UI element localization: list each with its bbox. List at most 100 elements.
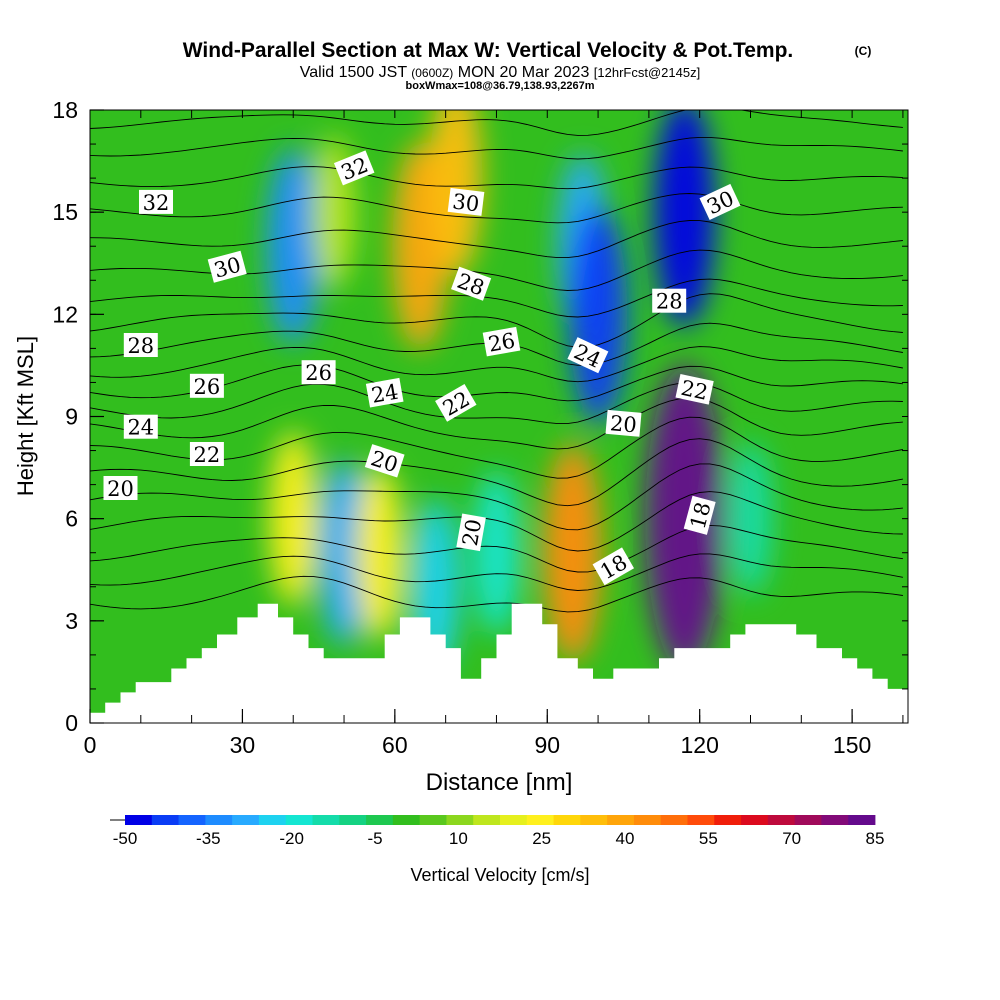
contour-label-text: 24 bbox=[127, 416, 154, 440]
contour-label-box bbox=[482, 326, 521, 357]
contour-label-text: 30 bbox=[451, 189, 480, 216]
forecast-info: [12hrFcst@2145z] bbox=[594, 65, 700, 80]
contour-label-text: 20 bbox=[609, 411, 638, 437]
contour-label-text: 26 bbox=[486, 328, 516, 356]
colorbar-swatch bbox=[446, 815, 474, 825]
contour-label: 26 bbox=[482, 326, 521, 357]
y-tick-label: 12 bbox=[52, 301, 78, 327]
contour-label-text: 32 bbox=[143, 191, 170, 215]
colorbar-swatch bbox=[312, 815, 340, 825]
contour-label-box bbox=[207, 250, 247, 283]
colorbar-swatch bbox=[741, 815, 769, 825]
x-tick-label: 120 bbox=[681, 732, 719, 758]
theta-contour-line bbox=[90, 364, 903, 402]
colorbar-swatch bbox=[821, 815, 849, 825]
theta-contour-line bbox=[90, 293, 903, 348]
colorbar-tick-label: 55 bbox=[699, 829, 718, 848]
contour-label: 24 bbox=[365, 377, 404, 408]
theta-contour-line bbox=[90, 220, 903, 259]
contour-label-box bbox=[456, 513, 486, 552]
theta-contour-line bbox=[90, 524, 903, 573]
contour-label: 20 bbox=[364, 444, 405, 478]
terrain-mask bbox=[90, 603, 908, 723]
colorbar-tick-label: 10 bbox=[449, 829, 468, 848]
colorbar-swatch bbox=[500, 815, 528, 825]
contour-label-box bbox=[447, 187, 485, 216]
x-tick-label: 30 bbox=[230, 732, 256, 758]
x-axis-label: Distance [nm] bbox=[426, 769, 573, 796]
colorbar-swatch bbox=[687, 815, 715, 825]
theta-contour-line bbox=[90, 553, 903, 591]
theta-contour-line bbox=[90, 278, 903, 318]
contour-label-text: 20 bbox=[107, 477, 134, 501]
contour-label-box bbox=[139, 189, 173, 214]
velocity-blob bbox=[728, 442, 773, 596]
contour-label: 20 bbox=[605, 409, 642, 437]
contour-label-box bbox=[699, 183, 741, 220]
theta-contour-line bbox=[90, 110, 903, 136]
colorbar-swatch bbox=[660, 815, 688, 825]
contour-label-text: 26 bbox=[305, 361, 332, 385]
colorbar-swatch bbox=[178, 815, 206, 825]
colorbar-swatch bbox=[607, 815, 635, 825]
contour-label-box bbox=[365, 377, 404, 408]
contour-label: 20 bbox=[456, 513, 486, 552]
theta-contours bbox=[90, 110, 903, 613]
contour-label-text: 22 bbox=[679, 376, 710, 405]
contour-label: 22 bbox=[675, 374, 714, 405]
colorbar-swatch bbox=[767, 815, 796, 825]
theta-contour-line bbox=[90, 416, 903, 479]
colorbar-tick-label: 70 bbox=[782, 829, 801, 848]
y-tick-label: 9 bbox=[65, 404, 78, 430]
colorbar: -50 -35 -20 -5 10 25 40 55 70 85 bbox=[110, 815, 884, 848]
contour-label-text: 26 bbox=[194, 375, 221, 399]
contour-label-box bbox=[333, 150, 375, 186]
y-tick-label: 3 bbox=[65, 608, 78, 634]
contour-label-box bbox=[103, 476, 138, 500]
contour-label-text: 20 bbox=[458, 517, 486, 547]
valid-utc: (0600Z) bbox=[411, 66, 453, 80]
contour-label-box bbox=[364, 444, 405, 478]
contour-label-text: 22 bbox=[194, 443, 221, 467]
contour-label: 26 bbox=[189, 373, 224, 399]
velocity-blob bbox=[318, 459, 370, 646]
theta-contour-line bbox=[90, 346, 903, 383]
contour-label-box bbox=[451, 266, 492, 301]
colorbar-swatch bbox=[232, 815, 260, 825]
colorbar-swatch bbox=[392, 815, 421, 825]
colorbar-label: Vertical Velocity [cm/s] bbox=[410, 865, 589, 885]
colorbar-swatch bbox=[366, 815, 394, 825]
colorbar-swatch bbox=[151, 815, 179, 825]
theta-contour-line bbox=[90, 438, 903, 507]
velocity-blob bbox=[473, 470, 520, 635]
colorbar-tick-label: 40 bbox=[616, 829, 635, 848]
y-tick-label: 0 bbox=[65, 710, 78, 736]
y-tick-label: 15 bbox=[52, 199, 78, 225]
contour-label: 32 bbox=[139, 189, 173, 215]
colorbar-tick-label: 25 bbox=[532, 829, 551, 848]
velocity-blob bbox=[268, 431, 318, 607]
contour-label-box bbox=[123, 333, 158, 357]
contour-label: 24 bbox=[123, 414, 158, 440]
contour-label: 18 bbox=[683, 495, 716, 535]
velocity-blob bbox=[429, 110, 483, 277]
contour-label-box bbox=[605, 409, 642, 437]
copyright-mark: (C) bbox=[855, 44, 872, 58]
valid-date: MON 20 Mar 2023 bbox=[458, 64, 590, 81]
contour-label: 30 bbox=[447, 187, 485, 216]
contour-label-box bbox=[675, 374, 714, 405]
y-axis-label: Height [Kft MSL] bbox=[13, 336, 38, 496]
theta-contour-line bbox=[90, 397, 903, 450]
contour-label-box bbox=[592, 547, 635, 586]
theta-contour-line bbox=[90, 575, 903, 613]
colorbar-swatch bbox=[339, 815, 367, 825]
contour-label-text: 28 bbox=[656, 290, 683, 314]
axes: 0 30 60 90 120 150 0 3 6 9 12 15 18 bbox=[52, 97, 908, 758]
x-tick-label: 0 bbox=[84, 732, 97, 758]
valid-prefix: Valid 1500 JST bbox=[300, 64, 408, 81]
contour-label-box bbox=[189, 442, 224, 466]
contour-label-box bbox=[435, 384, 477, 422]
contour-label-box bbox=[683, 495, 716, 535]
